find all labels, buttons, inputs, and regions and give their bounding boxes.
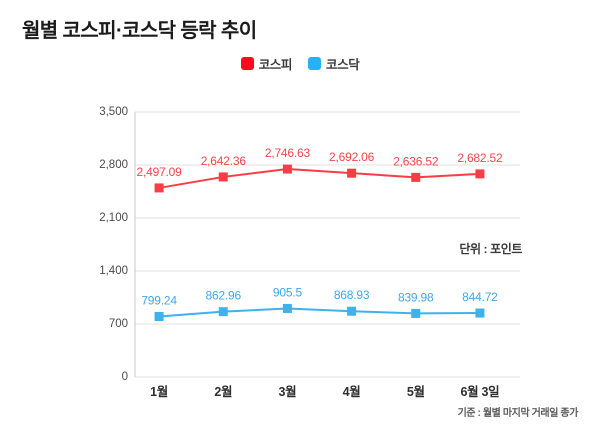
source-annotation: 기준 : 월별 마지막 거래일 종가	[457, 408, 579, 419]
data-point-marker[interactable]	[411, 308, 421, 318]
legend-label-kosdaq: 코스닥	[326, 58, 360, 72]
x-tick-label: 2월	[214, 384, 232, 399]
x-tick-label: 3월	[278, 384, 296, 399]
page-title: 월별 코스피·코스닥 등락 추이	[22, 20, 257, 42]
data-point-marker[interactable]	[154, 183, 164, 193]
y-tick-label: 0	[122, 371, 128, 383]
x-tick-label: 6월 3일	[460, 384, 499, 399]
data-point-marker[interactable]	[347, 168, 357, 178]
y-tick-label: 3,500	[99, 106, 128, 118]
unit-annotation: 단위 : 포인트	[459, 242, 522, 256]
y-tick-label: 1,400	[99, 265, 128, 277]
legend-item-kosdaq[interactable]: 코스닥	[308, 54, 360, 73]
series-kospi: 2,497.09 2,642.36 2,746.63 2,692.06 2,636.52…	[137, 146, 503, 193]
data-point-marker[interactable]	[282, 303, 292, 313]
legend-item-kospi[interactable]: 코스피	[240, 54, 293, 73]
y-tick-label: 700	[109, 318, 128, 330]
series-kosdaq: 799.24 862.96 905.5 868.93 839.98 844.72	[141, 285, 498, 321]
legend-swatch-kosdaq	[308, 57, 321, 70]
data-point-marker[interactable]	[218, 307, 228, 317]
data-point-label: 905.5	[273, 285, 303, 299]
data-point-marker[interactable]	[475, 169, 485, 179]
data-point-marker[interactable]	[282, 164, 292, 174]
data-point-label: 2,746.63	[265, 146, 311, 160]
series-line	[158, 168, 481, 189]
data-point-label: 839.98	[398, 290, 434, 304]
x-tick-label: 5월	[407, 384, 425, 399]
data-point-label: 799.24	[141, 293, 177, 307]
x-tick-label: 4월	[343, 384, 361, 399]
gridlines	[135, 111, 520, 378]
data-point-marker[interactable]	[154, 311, 164, 321]
data-point-marker[interactable]	[475, 308, 485, 318]
data-point-label: 2,636.52	[393, 154, 439, 168]
data-point-label: 2,642.36	[201, 154, 247, 168]
legend-label-kospi: 코스피	[258, 58, 293, 72]
data-point-label: 868.93	[334, 288, 370, 302]
legend-swatch-kospi	[240, 57, 254, 70]
x-axis-labels: 1월 2월 3월 4월 5월 6월 3일	[150, 384, 500, 399]
data-point-label: 862.96	[205, 289, 241, 303]
data-point-label: 2,682.52	[457, 151, 503, 165]
data-point-label: 844.72	[462, 290, 498, 304]
chart-legend: 코스피 코스닥	[0, 54, 600, 73]
data-point-marker[interactable]	[411, 172, 421, 182]
series-line	[158, 307, 481, 318]
data-point-marker[interactable]	[218, 172, 228, 182]
y-tick-label: 2,800	[99, 159, 128, 171]
data-point-marker[interactable]	[347, 306, 357, 316]
data-point-label: 2,497.09	[137, 165, 183, 179]
x-tick-label: 1월	[150, 384, 168, 399]
data-point-label: 2,692.06	[329, 150, 375, 164]
y-tick-label: 2,100	[99, 212, 128, 224]
y-axis-labels: 0 700 1,400 2,100 2,800 3,500	[99, 106, 128, 383]
